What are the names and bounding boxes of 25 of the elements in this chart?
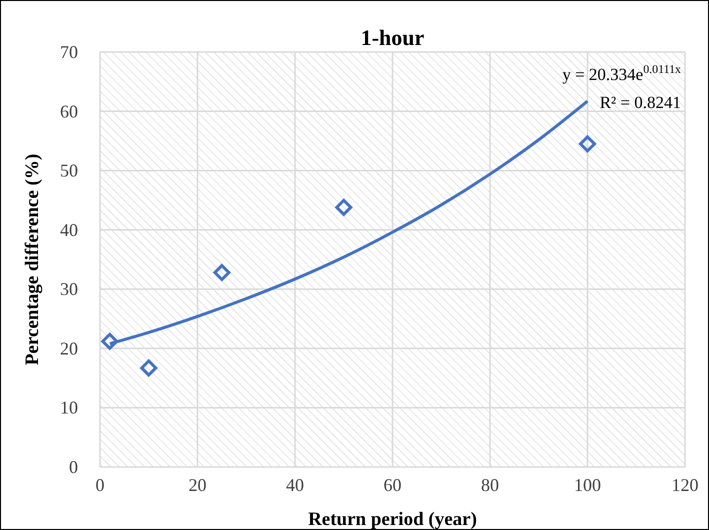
y-tick-label: 20 (60, 338, 78, 358)
annotation: R² = 0.8241 (600, 93, 681, 112)
y-tick-label: 40 (60, 220, 78, 240)
x-tick-label: 100 (574, 475, 601, 495)
y-tick-label: 70 (60, 42, 78, 62)
chart-title: 1-hour (360, 25, 425, 50)
point (213, 264, 230, 282)
x-axis-title: Return period (year) (308, 509, 477, 530)
point (579, 135, 596, 152)
y-tick-label: 0 (69, 457, 78, 477)
y-axis-title: Percentage difference (%) (22, 154, 43, 366)
x-tick-label: 80 (481, 475, 499, 495)
point (140, 359, 158, 376)
x-tick-label: 20 (188, 475, 206, 495)
y-tick-label: 10 (60, 398, 78, 418)
point (335, 198, 352, 216)
x-tick-label: 0 (96, 475, 104, 495)
y-tick-label: 60 (60, 101, 78, 122)
x-tick-label: 120 (672, 475, 698, 495)
annotation: y = 20.334e$^{0.0111x}$ (562, 62, 682, 84)
point (101, 332, 118, 350)
x-tick-label: 60 (384, 475, 402, 495)
x-tick-label: 40 (286, 475, 304, 495)
y-tick-label: 50 (60, 160, 78, 181)
y-tick-label: 30 (60, 279, 78, 300)
